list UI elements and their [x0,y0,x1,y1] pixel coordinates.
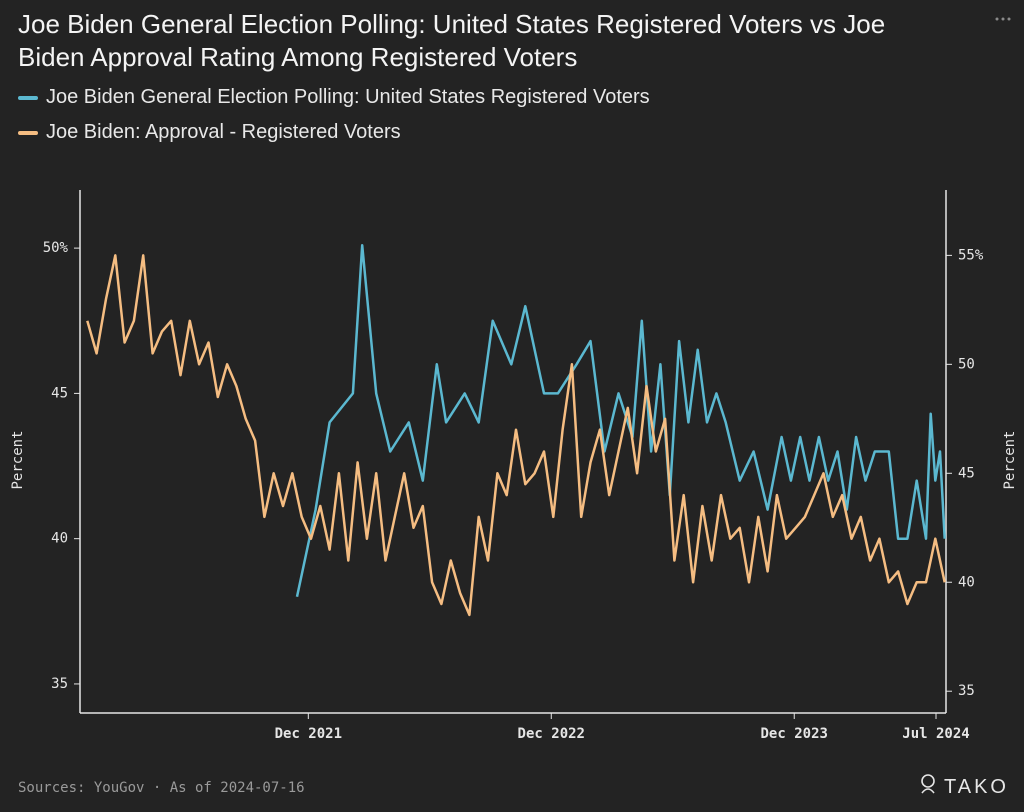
y-axis-label: Percent [10,430,26,489]
logo: TAKO [921,774,1009,798]
x-tick-label: Jul 2024 [902,726,969,742]
legend-entry: Joe Biden: Approval - Registered Voters [18,121,401,144]
y2-tick-label: 45 [958,465,975,481]
y2-tick-label: 55% [958,247,984,263]
chart-title: Joe Biden General Election Polling: Unit… [18,9,886,72]
legend-swatch [18,95,38,100]
legend-label: Joe Biden General Election Polling: Unit… [46,86,650,108]
y-tick-label: 40 [51,531,68,547]
y2-tick-label: 50 [958,356,975,372]
y-tick-label: 35 [51,676,68,692]
y2-tick-label: 35 [958,683,975,699]
logo-text: TAKO [944,776,1009,798]
x-tick-label: Dec 2021 [275,726,342,742]
y2-axis-label: Percent [1002,430,1018,489]
y2-tick-label: 40 [958,574,975,590]
y-tick-label: 45 [51,385,68,401]
y-tick-label: 50% [43,240,69,256]
x-tick-label: Dec 2023 [761,726,828,742]
legend-label: Joe Biden: Approval - Registered Voters [46,121,401,143]
source: Sources: YouGov · As of 2024-07-16 [18,780,305,796]
menu-icon[interactable] [995,17,1011,21]
x-tick-label: Dec 2022 [518,726,585,742]
legend-swatch [18,130,38,135]
series-line [86,254,946,617]
series-line [295,243,946,598]
legend-entry: Joe Biden General Election Polling: Unit… [18,86,650,109]
